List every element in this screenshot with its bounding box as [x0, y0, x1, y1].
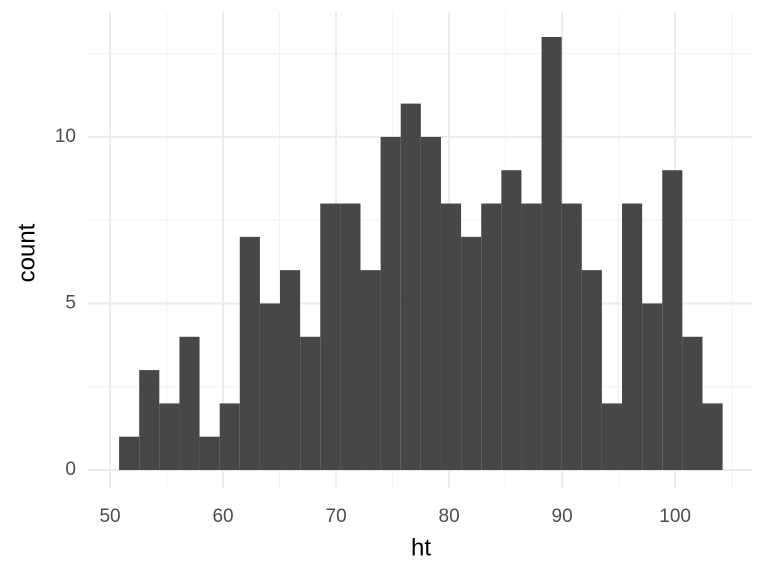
bar — [420, 136, 441, 471]
y-tick-label: 5 — [65, 292, 76, 313]
y-tick-label: 0 — [65, 459, 76, 480]
bar — [702, 403, 723, 471]
bar — [179, 336, 200, 471]
x-tick-label: 50 — [99, 506, 120, 527]
bar — [159, 403, 180, 471]
bar — [541, 36, 562, 471]
bar — [139, 370, 160, 471]
bar — [320, 203, 341, 471]
bar — [581, 270, 602, 471]
bar — [642, 303, 663, 471]
bar — [400, 103, 421, 471]
bar — [300, 336, 321, 471]
bar — [561, 203, 582, 471]
bar — [219, 403, 240, 471]
bar — [119, 436, 140, 471]
bar — [521, 203, 542, 471]
bar — [501, 170, 522, 471]
bar — [340, 203, 361, 471]
bar — [481, 203, 502, 471]
bar — [622, 203, 643, 471]
bar — [461, 236, 482, 471]
y-axis-label: count — [13, 223, 40, 282]
x-tick-label: 90 — [552, 506, 573, 527]
x-tick-label: 70 — [326, 506, 347, 527]
bar — [682, 336, 703, 471]
bar — [601, 403, 623, 471]
bar — [199, 436, 220, 471]
bar — [360, 270, 381, 471]
x-tick-label: 60 — [212, 506, 233, 527]
x-tick-label: 80 — [439, 506, 460, 527]
y-tick-label: 10 — [55, 126, 76, 147]
x-axis-label: ht — [411, 534, 431, 561]
bar — [440, 203, 462, 471]
bar — [662, 170, 683, 471]
bar — [380, 136, 401, 471]
bar — [280, 270, 301, 471]
bar — [239, 236, 260, 471]
bar — [259, 303, 281, 471]
x-tick-label: 100 — [659, 506, 691, 527]
